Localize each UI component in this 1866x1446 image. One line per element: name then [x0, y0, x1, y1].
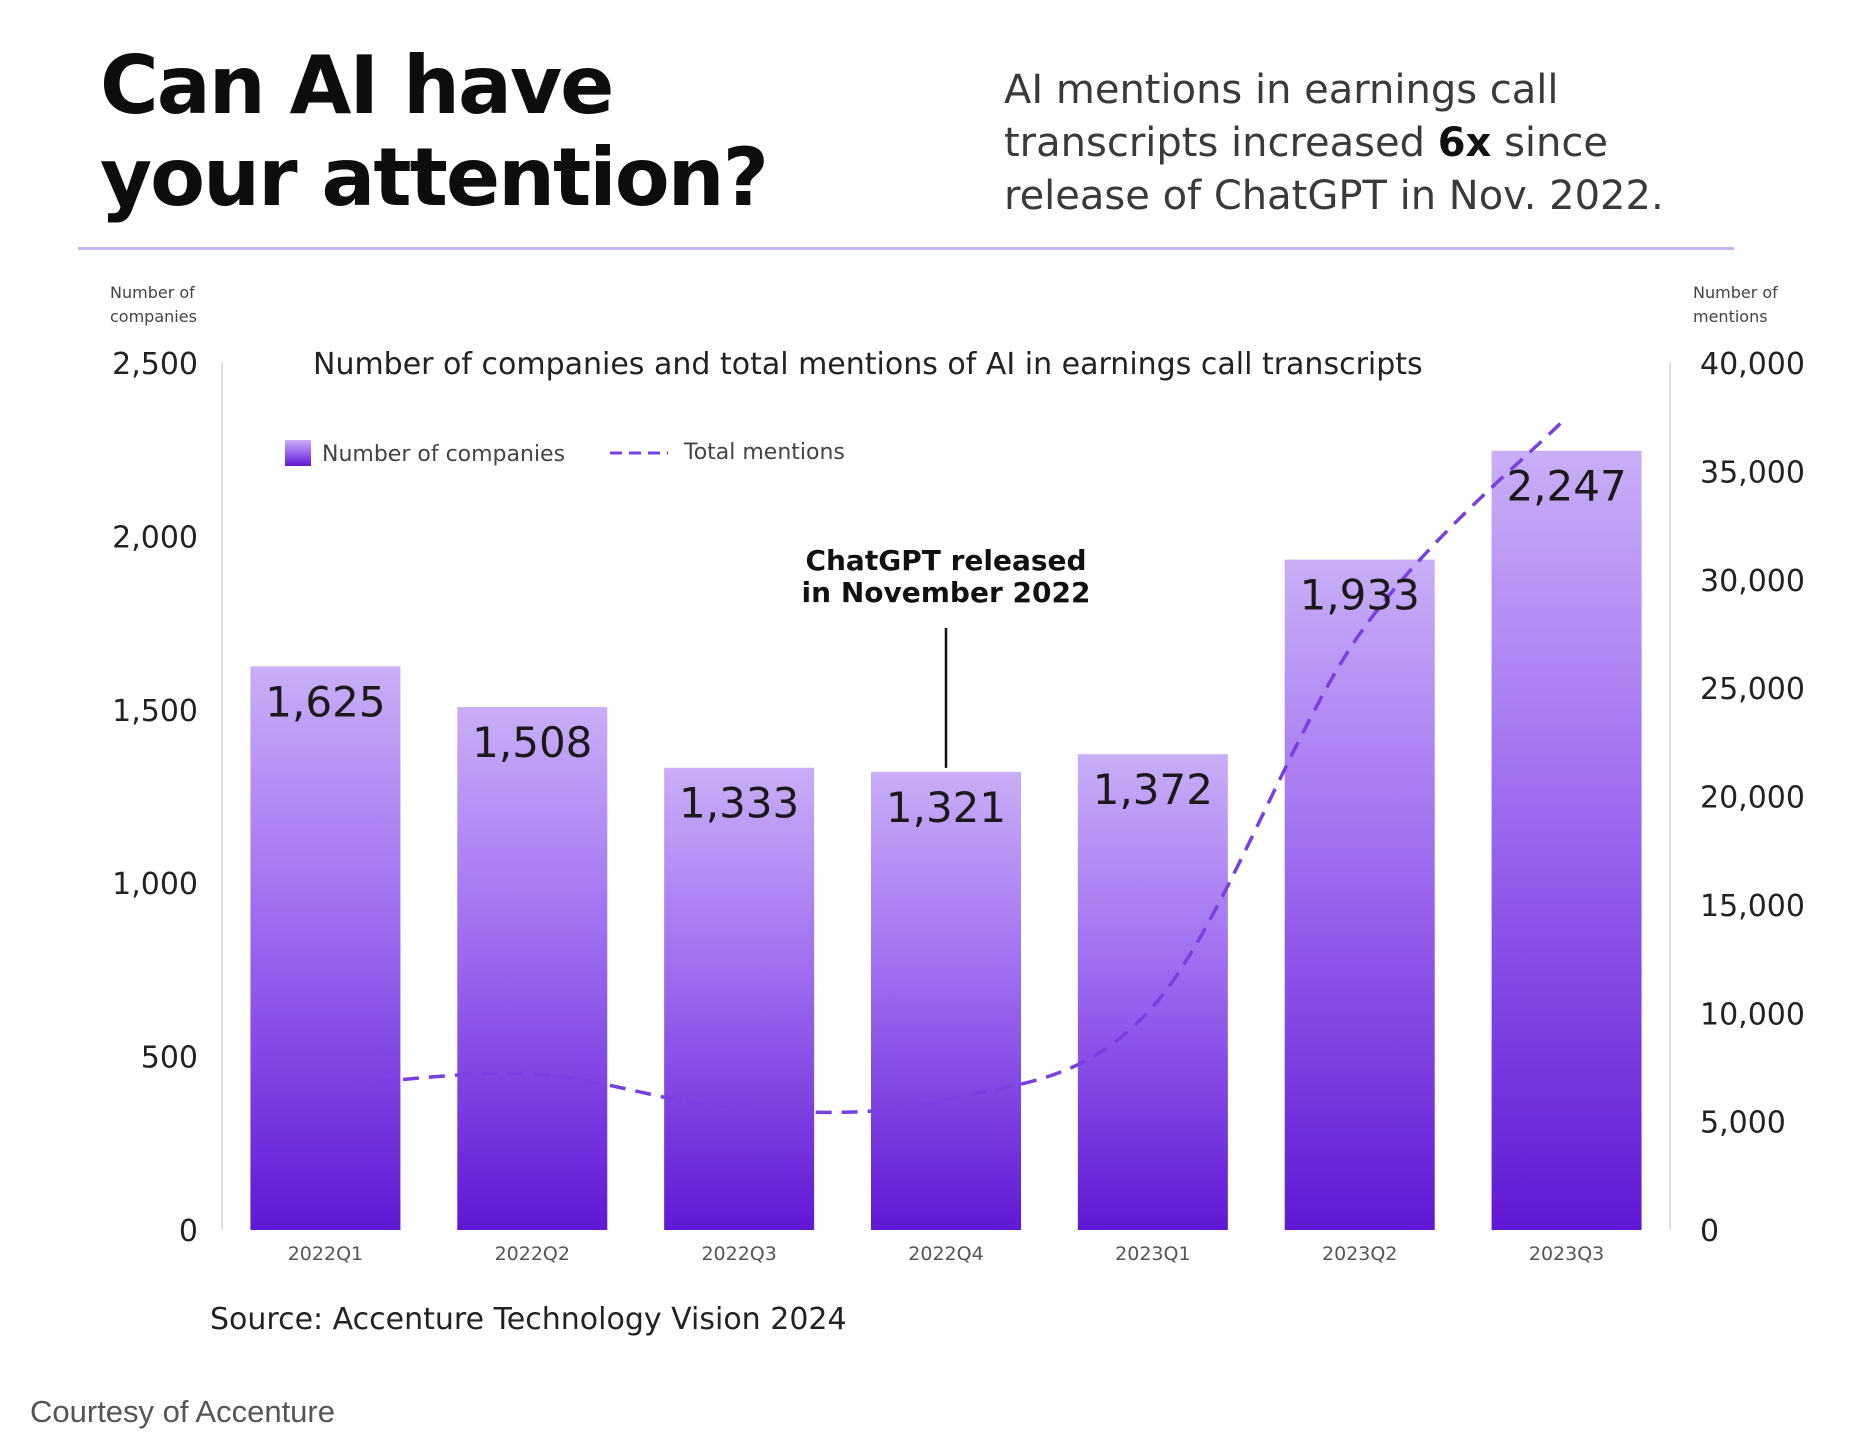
left-tick-label: 0 [179, 1214, 198, 1249]
left-tick-label: 500 [141, 1041, 198, 1076]
subheadline-bold: 6x [1437, 120, 1492, 166]
x-tick-label: 2022Q1 [288, 1243, 363, 1265]
bar [871, 771, 1021, 1230]
chart-title: Number of companies and total mentions o… [313, 347, 1423, 382]
headline: Can AI have your attention? [100, 39, 769, 224]
bar-value-label: 1,933 [1300, 571, 1420, 620]
right-tick-label: 35,000 [1700, 455, 1805, 490]
right-axis-title: mentions [1693, 307, 1768, 326]
bar [457, 707, 608, 1230]
legend-line-label: Total mentions [683, 440, 845, 465]
header-divider [78, 247, 1734, 250]
left-tick-label: 2,000 [112, 520, 198, 555]
bar-value-label: 2,247 [1506, 462, 1626, 511]
bar [1077, 754, 1228, 1230]
subheadline: AI mentions in earnings call transcripts… [1004, 64, 1804, 223]
left-axis-title: Number of [110, 283, 195, 302]
right-axis-title: Number of [1693, 283, 1778, 302]
x-tick-label: 2022Q2 [495, 1243, 570, 1265]
legend-bar-label: Number of companies [322, 442, 565, 467]
bar-value-label: 1,372 [1093, 765, 1213, 814]
x-tick-label: 2022Q4 [908, 1243, 983, 1265]
left-tick-label: 1,500 [112, 694, 198, 729]
bar-value-label: 1,625 [265, 677, 385, 726]
legend-bar-swatch [285, 440, 311, 466]
x-tick-label: 2022Q3 [701, 1243, 776, 1265]
right-tick-label: 30,000 [1700, 564, 1805, 599]
right-tick-label: 5,000 [1700, 1106, 1786, 1141]
headline-line-1: Can AI have [100, 39, 614, 132]
bar-value-label: 1,333 [679, 779, 799, 828]
subheadline-part-1: AI mentions in earnings call [1004, 67, 1559, 113]
annotation-text: in November 2022 [802, 576, 1091, 609]
bar [1284, 559, 1435, 1230]
left-axis-title: companies [110, 307, 197, 326]
right-tick-label: 10,000 [1700, 997, 1805, 1032]
bar [250, 666, 401, 1230]
bar [664, 767, 815, 1230]
x-tick-label: 2023Q2 [1322, 1243, 1397, 1265]
mentions-line [325, 415, 1568, 1115]
left-tick-label: 1,000 [112, 867, 198, 902]
right-tick-label: 25,000 [1700, 672, 1805, 707]
subheadline-part-2: transcripts increased [1004, 120, 1438, 166]
chart: 0 500 1,000 1,500 2,000 2,500 0 5,000 10,000 15,0… [110, 283, 1805, 1265]
left-tick-label: 2,500 [112, 347, 198, 382]
right-tick-label: 20,000 [1700, 781, 1805, 816]
subheadline-part-3: since [1491, 120, 1608, 166]
headline-line-2: your attention? [100, 131, 769, 224]
source-note: Source: Accenture Technology Vision 2024 [210, 1302, 847, 1337]
right-tick-label: 0 [1700, 1214, 1719, 1249]
bar-value-label: 1,508 [472, 718, 592, 767]
courtesy-note: Courtesy of Accenture [30, 1394, 335, 1429]
bar-value-label: 1,321 [886, 783, 1006, 832]
x-tick-label: 2023Q3 [1529, 1243, 1604, 1265]
bar [1491, 450, 1642, 1231]
subheadline-part-4: release of ChatGPT in Nov. 2022. [1004, 173, 1664, 219]
right-tick-label: 40,000 [1700, 347, 1805, 382]
annotation-text: ChatGPT released [805, 544, 1086, 577]
x-tick-label: 2023Q1 [1115, 1243, 1190, 1265]
right-tick-label: 15,000 [1700, 889, 1805, 924]
